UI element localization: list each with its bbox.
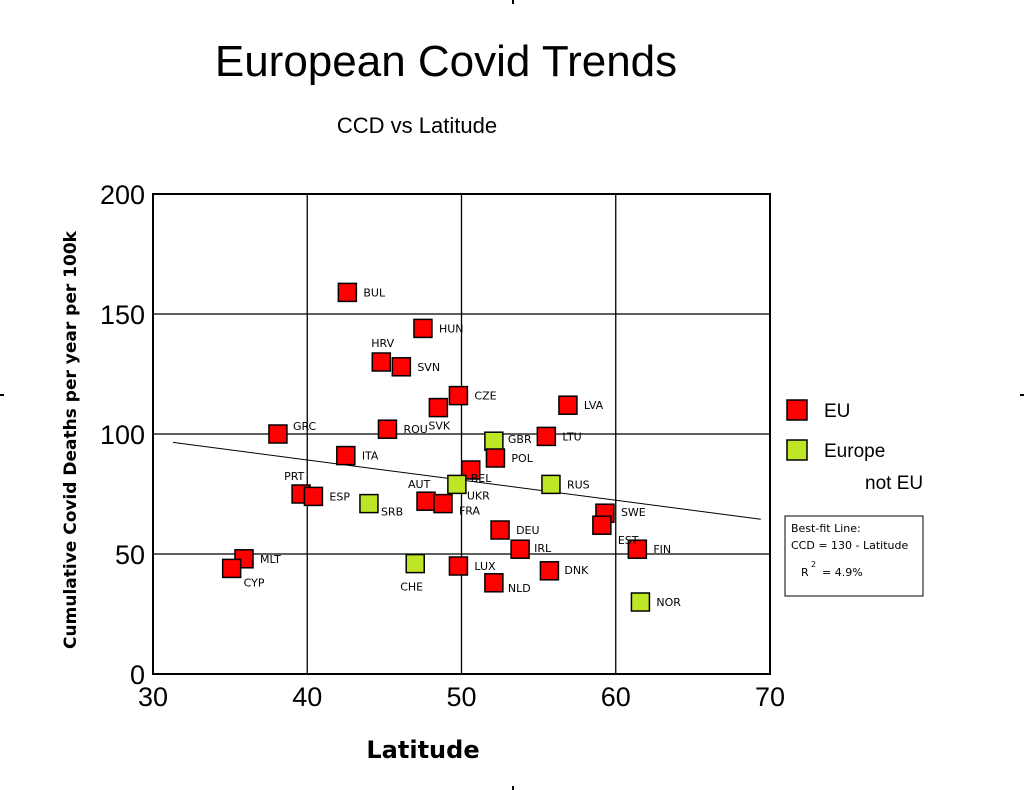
legend-marker-eu bbox=[786, 399, 808, 421]
data-point-cyp bbox=[221, 558, 242, 579]
point-label-rou: ROU bbox=[403, 423, 427, 436]
point-labels: BUL HUN HRV SVN CZE SVK LVA ROU GRC LTU GBR ITA POL B… bbox=[244, 286, 682, 609]
point-label-lva: LVA bbox=[584, 399, 604, 412]
fit-note-title: Best-fit Line: bbox=[791, 522, 861, 535]
point-label-nld: NLD bbox=[508, 582, 531, 595]
chart-subtitle: CCD vs Latitude bbox=[337, 113, 497, 138]
y-tick-label: 50 bbox=[115, 540, 145, 570]
fit-note-r2-sup: 2 bbox=[811, 560, 816, 569]
point-label-ita: ITA bbox=[362, 450, 379, 463]
data-point-che bbox=[405, 553, 425, 574]
point-label-hrv: HRV bbox=[371, 337, 394, 350]
data-points bbox=[221, 282, 651, 612]
data-point-bul bbox=[337, 282, 358, 303]
point-label-swe: SWE bbox=[621, 506, 646, 519]
fit-note-r2-value: = 4.9% bbox=[822, 566, 863, 579]
data-point-esp bbox=[303, 486, 324, 507]
y-axis-ticks: 0 50 100 150 200 bbox=[100, 180, 145, 690]
data-point-ukr bbox=[447, 474, 467, 495]
data-point-ita bbox=[336, 445, 356, 466]
fit-note-r2-label: R bbox=[801, 566, 809, 579]
point-label-svn: SVN bbox=[417, 361, 440, 374]
chart-title: European Covid Trends bbox=[215, 37, 677, 86]
point-label-irl: IRL bbox=[534, 542, 552, 555]
point-label-pol: POL bbox=[511, 452, 533, 465]
fit-note-box: Best-fit Line: CCD = 130 - Latitude R 2 … bbox=[784, 515, 924, 597]
point-label-hun: HUN bbox=[439, 322, 464, 335]
point-label-ltu: LTU bbox=[562, 430, 581, 443]
x-tick-label: 60 bbox=[601, 682, 631, 712]
legend: EU Europe not EU bbox=[786, 399, 923, 494]
data-point-lux bbox=[448, 556, 469, 576]
data-point-cze bbox=[448, 385, 469, 406]
y-tick-label: 150 bbox=[100, 300, 145, 330]
data-point-fra bbox=[433, 493, 453, 514]
data-point-svn bbox=[391, 357, 412, 377]
data-point-est bbox=[592, 515, 612, 535]
data-point-bel bbox=[461, 460, 481, 480]
data-point-nor bbox=[630, 592, 651, 612]
data-point-rus bbox=[541, 474, 561, 495]
x-tick-label: 40 bbox=[292, 682, 322, 712]
data-point-svk bbox=[428, 397, 449, 418]
legend-label-eu: EU bbox=[824, 401, 850, 422]
legend-marker-europe bbox=[786, 439, 808, 461]
point-label-srb: SRB bbox=[381, 506, 403, 519]
grid bbox=[153, 194, 770, 674]
point-label-lux: LUX bbox=[474, 560, 496, 573]
point-label-cze: CZE bbox=[474, 390, 496, 403]
x-axis-label: Latitude bbox=[366, 736, 479, 764]
data-point-aut bbox=[416, 491, 436, 511]
data-point-fin bbox=[627, 539, 648, 559]
legend-label-europe: Europe bbox=[824, 441, 885, 462]
point-label-ukr: UKR bbox=[467, 489, 490, 502]
data-point-ltu bbox=[536, 426, 557, 447]
data-point-grc bbox=[268, 424, 288, 444]
y-tick-label: 0 bbox=[130, 660, 145, 690]
point-label-fin: FIN bbox=[653, 543, 671, 556]
x-tick-label: 70 bbox=[755, 682, 785, 712]
point-label-dnk: DNK bbox=[564, 564, 589, 577]
x-tick-label: 30 bbox=[138, 682, 168, 712]
data-point-hun bbox=[413, 318, 433, 339]
point-label-est: EST bbox=[618, 534, 639, 547]
point-label-esp: ESP bbox=[329, 490, 350, 503]
point-label-aut: AUT bbox=[408, 478, 431, 491]
point-label-gbr: GBR bbox=[508, 433, 532, 446]
data-point-pol bbox=[485, 448, 506, 468]
fit-note-equation: CCD = 130 - Latitude bbox=[791, 539, 909, 552]
point-label-fra: FRA bbox=[459, 505, 481, 518]
data-point-rou bbox=[377, 419, 398, 439]
data-point-irl bbox=[510, 539, 530, 559]
plot-area-border bbox=[152, 193, 771, 675]
point-label-che: CHE bbox=[400, 581, 423, 594]
point-label-svk: SVK bbox=[428, 420, 451, 433]
data-point-lva bbox=[558, 395, 578, 415]
best-fit-line bbox=[172, 441, 761, 520]
point-label-cyp: CYP bbox=[244, 576, 265, 589]
point-label-grc: GRC bbox=[293, 420, 317, 433]
y-tick-label: 200 bbox=[100, 180, 145, 210]
point-label-mlt: MLT bbox=[260, 553, 281, 566]
data-point-gbr bbox=[484, 431, 504, 451]
y-tick-label: 100 bbox=[100, 420, 145, 450]
y-axis-label: Cumulative Covid Deaths per year per 100… bbox=[61, 230, 81, 649]
data-point-srb bbox=[359, 493, 379, 514]
x-tick-label: 50 bbox=[446, 682, 476, 712]
data-point-nld bbox=[484, 573, 504, 593]
data-point-deu bbox=[490, 520, 510, 540]
point-label-nor: NOR bbox=[656, 596, 681, 609]
x-axis-ticks: 30 40 50 60 70 bbox=[138, 682, 785, 712]
point-label-deu: DEU bbox=[516, 524, 539, 537]
point-label-bul: BUL bbox=[363, 286, 386, 299]
data-point-dnk bbox=[539, 561, 560, 581]
data-point-hrv bbox=[371, 352, 392, 372]
point-label-rus: RUS bbox=[567, 478, 590, 491]
fit-note-border bbox=[784, 515, 924, 597]
point-label-prt: PRT bbox=[284, 470, 304, 483]
point-label-bel: BEL bbox=[471, 472, 492, 485]
legend-sublabel-not-eu: not EU bbox=[865, 473, 923, 494]
